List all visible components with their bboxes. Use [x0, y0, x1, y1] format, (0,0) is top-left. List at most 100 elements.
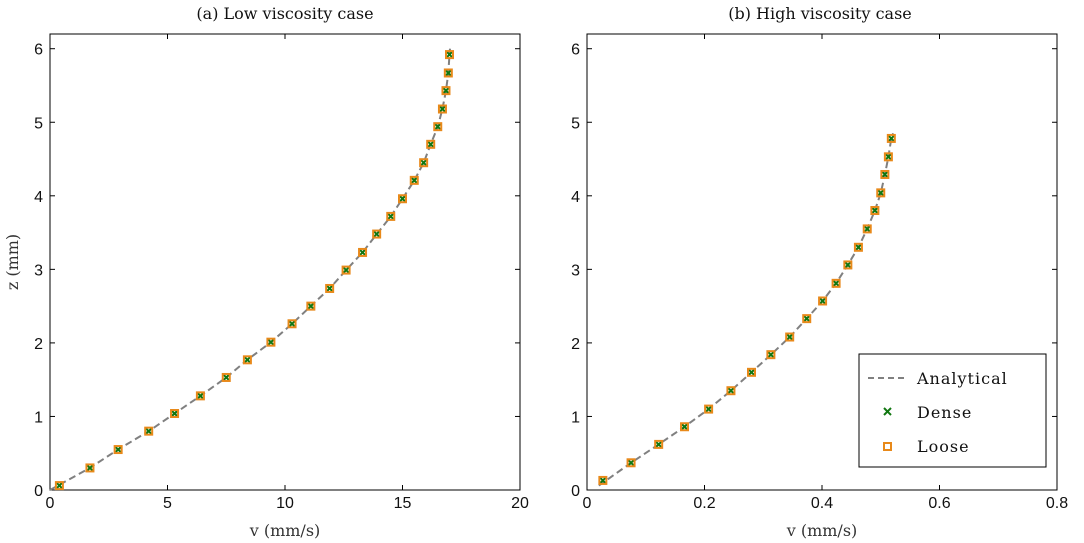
- dense-point: [727, 387, 735, 395]
- loose-point: [372, 229, 382, 239]
- dense-point: [884, 153, 893, 161]
- loose-point: [766, 350, 776, 360]
- y-tick-label: 0: [571, 483, 580, 500]
- loose-point: [704, 404, 714, 414]
- panel-a-ticks: 0 5 10 15 20 0 1 2 3 4 5 6: [34, 34, 529, 512]
- y-tick-label: 5: [571, 115, 580, 132]
- loose-point: [870, 206, 880, 216]
- dense-point: [387, 212, 395, 221]
- panel-b-xlabel: v (mm/s): [786, 521, 858, 540]
- panel-a-dense-series: [55, 50, 454, 490]
- panel-low-viscosity: (a) Low viscosity case 0 5 10 15 20 0 1 2 3 4 5 6 v…: [3, 4, 529, 540]
- loose-point: [306, 301, 316, 311]
- loose-point: [409, 175, 419, 185]
- dense-point: [196, 392, 205, 400]
- dense-point: [325, 284, 334, 293]
- dense-point: [854, 243, 863, 251]
- dense-point: [222, 373, 230, 382]
- dense-point: [307, 302, 315, 310]
- analytical-curve: [598, 132, 895, 487]
- dense-point: [747, 368, 756, 377]
- dense-point: [445, 50, 454, 59]
- panel-b-analytical-series: [598, 132, 895, 487]
- y-tick-label: 6: [34, 42, 43, 59]
- loose-point: [54, 481, 64, 491]
- loose-point: [398, 194, 407, 204]
- loose-point: [358, 247, 368, 257]
- loose-point: [242, 355, 252, 365]
- loose-point: [626, 458, 636, 468]
- dense-point: [863, 225, 871, 233]
- dense-point: [434, 122, 442, 131]
- dense-point: [170, 409, 179, 418]
- loose-point: [747, 367, 756, 377]
- loose-point: [341, 265, 351, 275]
- dense-point: [887, 134, 896, 143]
- panel-a-axes-frame: [49, 33, 521, 491]
- loose-point: [325, 283, 335, 293]
- legend-dense-marker: [883, 407, 892, 416]
- panel-b-loose-series: [598, 133, 896, 485]
- loose-point: [883, 152, 893, 162]
- loose-point: [853, 242, 863, 252]
- legend-dense-label: Dense: [917, 403, 972, 422]
- loose-point: [680, 422, 690, 432]
- loose-point: [726, 386, 736, 396]
- y-tick-label: 1: [571, 409, 580, 426]
- dense-point: [267, 338, 275, 346]
- dense-point: [627, 459, 635, 467]
- analytical-curve: [49, 48, 451, 491]
- x-tick-label: 0: [46, 495, 55, 512]
- dense-point: [680, 423, 689, 431]
- x-tick-label: 0: [583, 495, 592, 512]
- x-tick-label: 0.8: [1046, 495, 1068, 512]
- loose-point: [266, 337, 276, 347]
- panel-high-viscosity: (b) High viscosity case 0 0.2 0.4 0.6 0.8 0 1 2…: [571, 4, 1068, 540]
- y-tick-label: 2: [34, 336, 43, 353]
- loose-point: [843, 260, 853, 270]
- dense-point: [818, 297, 827, 305]
- legend-analytical-label: Analytical: [916, 369, 1008, 388]
- dense-point: [144, 427, 153, 435]
- dense-point: [599, 476, 607, 485]
- x-tick-label: 15: [394, 495, 412, 512]
- loose-point: [144, 426, 154, 436]
- dense-point: [844, 261, 852, 269]
- dense-point: [803, 314, 811, 323]
- x-tick-label: 0.6: [928, 495, 950, 512]
- panel-a-analytical-series: [49, 48, 451, 491]
- loose-point: [886, 133, 896, 143]
- loose-point: [818, 296, 828, 306]
- loose-point: [862, 224, 872, 234]
- panel-a-loose-series: [54, 50, 454, 491]
- dense-point: [444, 69, 453, 77]
- loose-point: [113, 445, 123, 455]
- loose-point: [443, 68, 453, 78]
- loose-point: [880, 169, 890, 179]
- legend: Analytical Dense Loose: [858, 353, 1047, 468]
- dense-point: [342, 266, 350, 274]
- panel-b-dense-series: [599, 134, 896, 485]
- dense-point: [442, 86, 450, 95]
- loose-point: [221, 372, 231, 382]
- dense-point: [785, 333, 794, 341]
- loose-point: [195, 391, 205, 401]
- loose-point: [386, 211, 396, 221]
- panel-a-ylabel: z (mm): [3, 234, 22, 290]
- loose-point: [85, 463, 95, 473]
- dense-point: [767, 350, 775, 359]
- dense-point: [55, 481, 64, 490]
- dense-point: [881, 170, 889, 179]
- panel-a-title: (a) Low viscosity case: [196, 4, 373, 23]
- y-tick-label: 3: [571, 262, 580, 279]
- dense-point: [419, 159, 428, 167]
- dense-point: [243, 356, 252, 364]
- dense-point: [438, 105, 447, 113]
- y-tick-label: 1: [34, 409, 43, 426]
- legend-loose-label: Loose: [917, 437, 970, 456]
- y-tick-label: 6: [571, 42, 580, 59]
- dense-point: [877, 189, 885, 197]
- panel-b-ticks: 0 0.2 0.4 0.6 0.8 0 1 2 3 4 5 6: [571, 34, 1068, 512]
- loose-point: [802, 314, 812, 324]
